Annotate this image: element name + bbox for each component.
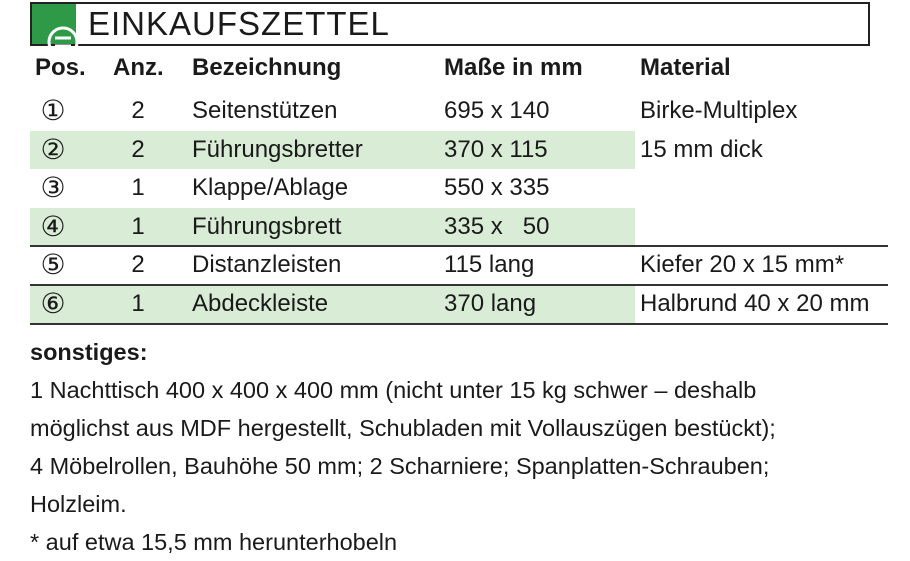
table-cell: ① (40, 95, 66, 126)
rule (30, 284, 888, 286)
table-cell: Kiefer 20 x 15 mm* (640, 251, 845, 279)
table-cell: 695 x 140 (444, 97, 550, 124)
table-cell: Distanzleisten (192, 251, 342, 279)
table-cell: 370 x 115 (444, 135, 548, 163)
table-cell: 1 (131, 212, 145, 240)
table-cell: 550 x 335 (444, 174, 550, 202)
table-cell: 115 lang (444, 251, 535, 279)
table-cell: ② (40, 133, 66, 165)
row-band (30, 207, 635, 246)
header-icon (32, 4, 79, 58)
table-cell: Halbrund 40 x 20 mm (640, 290, 870, 317)
table-cell: 1 (131, 290, 145, 317)
table-cell: Abdeckleiste (192, 290, 329, 317)
table-cell: ⑤ (40, 249, 66, 281)
table-cell: ③ (40, 172, 66, 204)
table-cell: Führungsbretter (192, 135, 363, 163)
table-cell: 335 x 50 (444, 212, 550, 240)
row-band (30, 285, 635, 323)
notes-line: 4 Möbelrollen, Bauhöhe 50 mm; 2 Scharnie… (30, 453, 770, 479)
notes-line: möglichst aus MDF hergestellt, Schublade… (30, 415, 776, 441)
column-header: Material (640, 54, 731, 81)
notes-line: 1 Nachttisch 400 x 400 x 400 mm (nicht u… (30, 377, 757, 403)
header-title: EINKAUFSZETTEL (88, 5, 390, 42)
table-cell: Führungsbrett (192, 212, 342, 240)
table-cell: 2 (131, 97, 145, 124)
table-cell: 15 mm dick (640, 135, 763, 163)
icon-graphic (47, 26, 79, 58)
rule (30, 245, 888, 248)
column-header: Pos. (35, 54, 86, 81)
column-header: Bezeichnung (192, 54, 342, 81)
table-cell: Birke-Multiplex (640, 97, 798, 124)
notes-heading: sonstiges: (30, 339, 148, 365)
header-box (30, 2, 870, 46)
table-cell: Klappe/Ablage (192, 174, 349, 202)
notes-line: * auf etwa 15,5 mm herunterhobeln (30, 529, 398, 555)
table-cell: 370 lang (444, 290, 537, 317)
table-cell: 2 (131, 251, 145, 279)
notes-line: Holzleim. (30, 491, 127, 517)
column-header: Anz. (113, 54, 164, 81)
rule (30, 322, 888, 325)
table-cell: 1 (131, 174, 145, 202)
table-cell: 2 (131, 135, 145, 163)
row-band (30, 130, 635, 169)
column-header: Maße in mm (444, 54, 583, 81)
table-cell: ⑥ (40, 288, 66, 319)
table-cell: Seitenstützen (192, 97, 338, 124)
table-cell: ④ (40, 210, 66, 242)
